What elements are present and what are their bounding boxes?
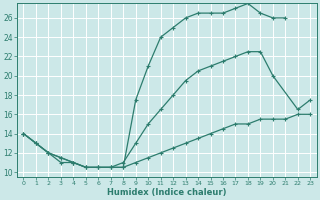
X-axis label: Humidex (Indice chaleur): Humidex (Indice chaleur)	[107, 188, 227, 197]
